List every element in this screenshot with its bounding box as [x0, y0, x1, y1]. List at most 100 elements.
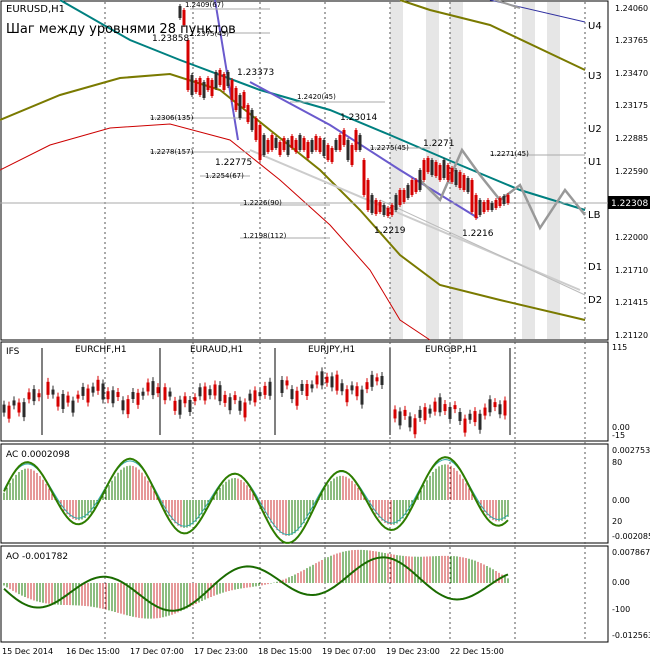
- ifs-candle: [22, 402, 26, 418]
- ifs-candle: [208, 389, 212, 396]
- price-candle: [326, 145, 330, 160]
- ifs-candle: [393, 409, 397, 419]
- price-candle: [362, 160, 366, 195]
- shade-band: [522, 2, 535, 339]
- ifs-label: IFS: [6, 347, 20, 357]
- ao-scale-tick: 0.007867: [612, 548, 650, 557]
- ifs-candle: [76, 394, 80, 399]
- price-candle: [354, 130, 358, 150]
- price-candle: [190, 75, 194, 95]
- level-label: U1: [588, 157, 602, 168]
- price-candle: [294, 140, 298, 152]
- ifs-dividers: [41, 348, 511, 435]
- price-candle: [342, 130, 346, 145]
- ifs-candle: [350, 385, 354, 391]
- price-candle: [422, 160, 426, 180]
- ao-main-line: [3, 556, 509, 612]
- ifs-candle: [243, 402, 247, 418]
- price-annotation: 1.2275(45): [370, 144, 409, 152]
- period-separators: [104, 2, 586, 640]
- ifs-candle: [360, 389, 364, 405]
- price-candle: [466, 178, 470, 192]
- ifs-candle: [37, 393, 41, 398]
- time-tick: 17 Dec 07:00: [130, 647, 184, 656]
- price-candle: [206, 78, 210, 90]
- level-step-note: Шаг между уровнями 28 пунктов: [6, 22, 236, 37]
- ifs-candle: [111, 390, 115, 404]
- price-candle: [410, 180, 414, 195]
- price-candle: [290, 136, 294, 148]
- ifs-candle: [168, 391, 172, 397]
- price-candle: [310, 140, 314, 152]
- ifs-candle: [325, 376, 329, 383]
- price-candle: [454, 170, 458, 185]
- ifs-candle: [438, 397, 442, 413]
- price-candle: [490, 203, 494, 210]
- ifs-candle: [238, 400, 242, 411]
- ifs-candle: [106, 391, 110, 400]
- main-panel[interactable]: [0, 0, 609, 341]
- price-candle: [506, 195, 510, 203]
- price-tick: 1.23175: [615, 101, 648, 110]
- price-tick: 1.24060: [615, 4, 648, 13]
- ao-scale-tick: -0.012563: [612, 631, 650, 640]
- price-candle: [486, 200, 490, 210]
- ifs-candle: [86, 388, 90, 403]
- ifs-candle: [310, 384, 314, 389]
- ifs-candle: [218, 385, 222, 402]
- price-candle: [398, 190, 402, 205]
- level-label: D1: [588, 262, 602, 273]
- ifs-candle: [503, 400, 507, 416]
- price-tick: 1.21415: [615, 298, 648, 307]
- price-annotation: 1.23858: [152, 34, 189, 44]
- ifs-candle: [71, 400, 75, 413]
- price-candle: [254, 118, 258, 140]
- price-candle: [314, 136, 318, 150]
- ifs-candle: [280, 379, 284, 393]
- ao-scale-tick: 0.00: [612, 578, 630, 587]
- symbol-title: EURUSD,H1: [6, 4, 65, 15]
- price-candle: [502, 196, 506, 204]
- price-candle: [274, 138, 278, 148]
- ifs-candle: [463, 418, 467, 433]
- price-candle: [394, 195, 398, 210]
- ifs-candle: [156, 387, 160, 394]
- price-candle: [230, 80, 234, 100]
- ifs-candle: [263, 385, 267, 395]
- price-candle: [402, 190, 406, 202]
- ifs-candle: [2, 404, 6, 413]
- ac-label: AC 0.0002098: [6, 450, 70, 460]
- price-annotation: 1.2271: [423, 139, 455, 149]
- ifs-candle: [12, 400, 16, 406]
- price-annotation: 1.2306(135): [150, 114, 194, 122]
- ifs-pair-labels: EURCHF,H1 EURAUD,H1 EURJPY,H1 EURGBP,H1: [75, 345, 477, 355]
- ifs-candle: [178, 399, 182, 415]
- price-candle: [470, 180, 474, 212]
- ifs-candle: [408, 416, 412, 428]
- ifs-candle: [32, 389, 36, 402]
- price-annotation: 1.2409(67): [185, 1, 224, 9]
- price-candle: [482, 202, 486, 212]
- price-candle: [438, 165, 442, 180]
- price-annotations: 1.23858 1.23373 1.22775 1.23014 1.2271 1.2219…: [150, 1, 529, 240]
- price-candle: [318, 138, 322, 152]
- ifs-candle: [375, 377, 379, 382]
- ifs-candle: [163, 387, 167, 401]
- price-candle: [366, 180, 370, 210]
- time-tick: 17 Dec 23:00: [194, 647, 248, 656]
- ifs-scale: 115 0.00-15: [612, 343, 630, 440]
- price-candle: [282, 138, 286, 150]
- price-candle: [442, 160, 446, 178]
- ac-scale-tick: 20: [612, 517, 622, 526]
- ifs-candle: [380, 375, 384, 385]
- ifs-candle: [101, 383, 105, 400]
- price-candle: [338, 135, 342, 150]
- ifs-candle: [423, 407, 427, 421]
- ac-main-line: [3, 456, 509, 544]
- price-candle: [286, 140, 290, 155]
- price-candle: [306, 142, 310, 158]
- ifs-candle: [403, 409, 407, 416]
- price-candle: [210, 80, 214, 96]
- price-candle: [382, 205, 386, 215]
- time-tick: 16 Dec 15:00: [66, 647, 120, 656]
